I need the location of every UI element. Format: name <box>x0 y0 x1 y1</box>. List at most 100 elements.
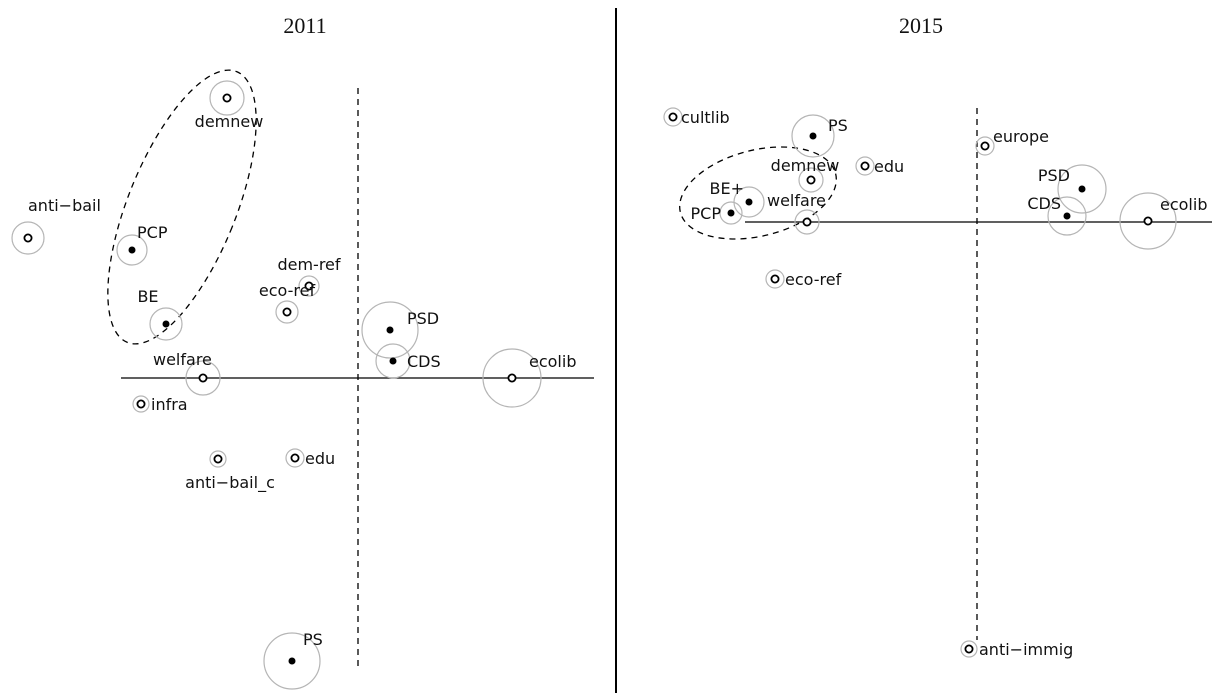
panel-2015-anti-immig-ring <box>964 644 974 654</box>
panel-2011-anti-bail-c-label: anti−bail_c <box>185 473 275 493</box>
panel-2011-title: 2011 <box>283 13 326 38</box>
panel-2015-cultlib-label: cultlib <box>681 108 730 127</box>
panel-2015-be-point: BE+ <box>710 179 765 218</box>
panel-2011-anti-bail-point: anti−bail <box>11 196 101 255</box>
panel-2011-edu-point: edu <box>285 448 335 468</box>
panel-2011-cds-point: CDS <box>375 343 441 379</box>
panel-2015-be-label: BE+ <box>710 179 745 198</box>
panel-2011-edu-label: edu <box>305 449 335 468</box>
panel-2011-eco-ref-ring <box>282 307 292 317</box>
panel-2011-eco-ref-point: eco-ref <box>259 281 315 324</box>
panel-2011-ps-label: PS <box>303 630 323 649</box>
panel-2015-ecolib-label: ecolib <box>1160 195 1207 214</box>
panel-2011-be-point: BE <box>137 287 183 341</box>
panel-2015-eco-ref-ring <box>770 274 780 284</box>
panel-2011-welfare-point: welfare <box>153 350 221 396</box>
panel-2011-be-label: BE <box>137 287 158 306</box>
panel-2015-demnew-ring <box>806 175 816 185</box>
panel-2011-psd-size-circle <box>361 301 419 359</box>
panel-2015-be-dot <box>745 198 753 206</box>
panel-2011-demnew-ring <box>222 93 232 103</box>
panel-2015-pcp-point: PCP <box>691 201 743 225</box>
panel-2011-ps-size-circle <box>263 632 321 690</box>
panel-2015-cultlib-point: cultlib <box>663 107 730 127</box>
panel-2015-anti-immig-size-circle <box>960 640 978 658</box>
panel-2015-edu-size-circle <box>855 156 875 176</box>
panel-2015-edu-ring <box>860 161 870 171</box>
panel-2011-ecolib-label: ecolib <box>529 352 576 371</box>
panel-2015-cds-label: CDS <box>1027 194 1061 213</box>
panel-2011-demnew-size-circle <box>209 80 245 116</box>
panel-2015-psd-label: PSD <box>1038 166 1070 185</box>
panel-2011-edu-size-circle <box>285 448 305 468</box>
panel-2011-edu-ring <box>290 453 300 463</box>
panel-2011-infra-ring <box>136 399 146 409</box>
panel-2011-anti-bail-ring <box>23 233 33 243</box>
panel-2015-cluster-ellipse <box>679 146 837 240</box>
panel-2011-anti-bail-c-ring <box>213 454 223 464</box>
panel-2015-pcp-label: PCP <box>691 204 722 223</box>
panel-2015-ps-label: PS <box>828 116 848 135</box>
panel-2015-ps-dot <box>809 132 817 140</box>
panel-2015-cultlib-ring <box>668 112 678 122</box>
panel-2011-anti-bail-c-size-circle <box>209 450 227 468</box>
panel-2015-ecolib-size-circle <box>1119 192 1177 250</box>
panel-2015-title: 2015 <box>899 13 943 38</box>
panel-2011-psd-point: PSD <box>361 301 439 359</box>
panel-2011-ecolib-point: ecolib <box>482 348 576 408</box>
panel-2011-cds-size-circle <box>375 343 411 379</box>
panel-2011-ecolib-size-circle <box>482 348 542 408</box>
panel-2011-cds-dot <box>389 357 397 365</box>
panel-2011-psd-dot <box>386 326 394 334</box>
panel-2015-pcp-size-circle <box>719 201 743 225</box>
panel-2011-welfare-ring <box>198 373 208 383</box>
panel-2015-demnew-size-circle <box>798 167 824 193</box>
panel-2015-cultlib-size-circle <box>663 107 683 127</box>
panel-2011-pcp-point: PCP <box>116 223 168 266</box>
panel-2015-welfare-label: welfare <box>767 191 826 210</box>
panel-2011-psd-label: PSD <box>407 309 439 328</box>
panel-2011-welfare-size-circle <box>185 360 221 396</box>
panel-2015-edu-point: edu <box>855 156 904 176</box>
panel-2015-europe-label: europe <box>993 127 1049 146</box>
panel-2015-ps-point: PS <box>791 114 848 158</box>
panel-2015-europe-point: europe <box>975 127 1049 156</box>
panel-2011-anti-bail-size-circle <box>11 221 45 255</box>
panel-2015-demnew-label: demnew <box>771 156 840 175</box>
panel-2015-pcp-dot <box>727 209 735 217</box>
panel-2015-eco-ref-point: eco-ref <box>765 269 842 289</box>
panel-2011-infra-point: infra <box>132 395 188 414</box>
panel-2015-welfare-size-circle <box>794 209 820 235</box>
panel-2011-dem-ref-ring <box>304 281 314 291</box>
panel-2015-anti-immig-point: anti−immig <box>960 640 1073 659</box>
panel-2015-cds-point: CDS <box>1027 194 1087 236</box>
panel-2011-demnew-point: demnew <box>195 80 264 131</box>
panel-2011-cluster-ellipse <box>107 69 257 345</box>
panel-2015-europe-ring <box>980 141 990 151</box>
panel-2011-dem-ref-size-circle <box>298 275 320 297</box>
panel-2015-demnew-point: demnew <box>771 156 840 193</box>
panel-2011-be-size-circle <box>149 307 183 341</box>
panel-2015-psd-size-circle <box>1057 164 1107 214</box>
panel-2011-anti-bail-c-point: anti−bail_c <box>185 450 275 493</box>
panel-2015-edu-label: edu <box>874 157 904 176</box>
panel-2015-welfare-ring <box>802 217 812 227</box>
panel-2015-eco-ref-size-circle <box>765 269 785 289</box>
panel-2011-demnew-label: demnew <box>195 112 264 131</box>
panel-2015-anti-immig-label: anti−immig <box>979 640 1073 659</box>
panel-2011-pcp-size-circle <box>116 234 148 266</box>
panel-2015-ecolib-point: ecolib <box>1119 192 1207 250</box>
panel-2015-welfare-point: welfare <box>767 191 826 235</box>
panel-2011-be-dot <box>162 320 170 328</box>
panel-2015-psd-point: PSD <box>1038 164 1107 214</box>
panel-2011-eco-ref-size-circle <box>275 300 299 324</box>
panel-2011-ps-point: PS <box>263 630 323 690</box>
panel-2011-ecolib-ring <box>507 373 517 383</box>
panel-2011-anti-bail-label: anti−bail <box>28 196 101 215</box>
panel-2011-dem-ref-label: dem-ref <box>277 255 340 274</box>
panel-2011-infra-label: infra <box>151 395 188 414</box>
panel-2015-psd-dot <box>1078 185 1086 193</box>
panel-2011-ps-dot <box>288 657 296 665</box>
panel-2015-cds-dot <box>1063 212 1071 220</box>
panel-2011-infra-size-circle <box>132 395 150 413</box>
